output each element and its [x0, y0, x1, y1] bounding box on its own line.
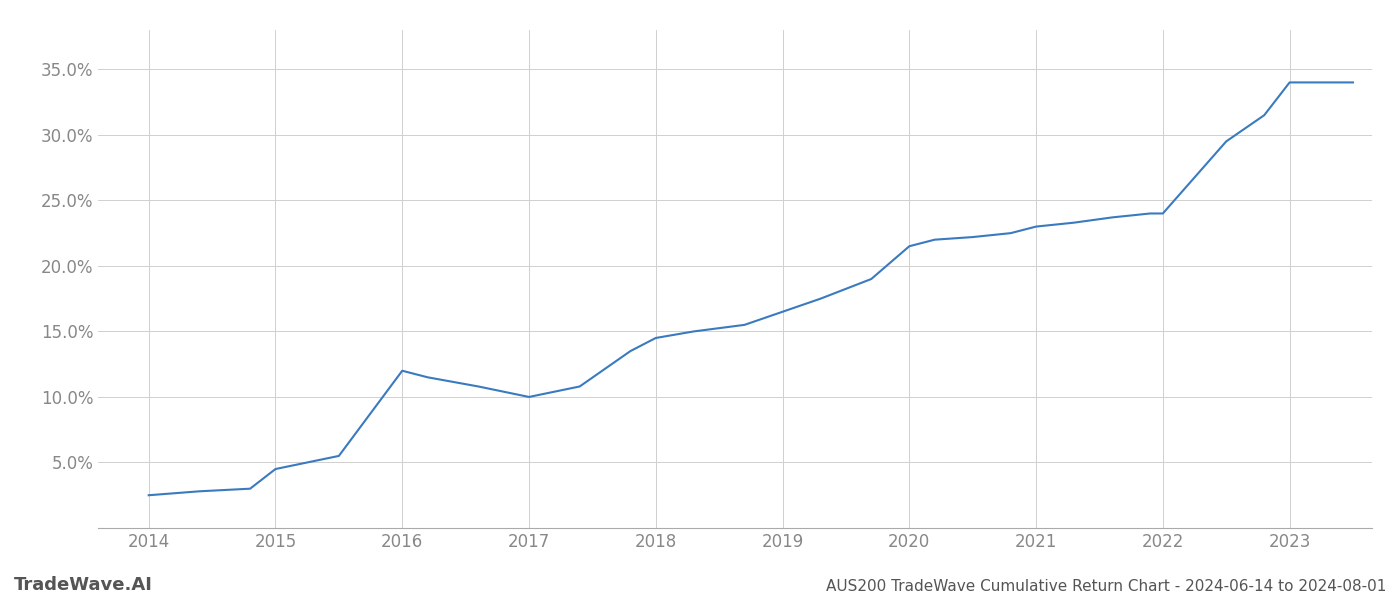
Text: AUS200 TradeWave Cumulative Return Chart - 2024-06-14 to 2024-08-01: AUS200 TradeWave Cumulative Return Chart… [826, 579, 1386, 594]
Text: TradeWave.AI: TradeWave.AI [14, 576, 153, 594]
